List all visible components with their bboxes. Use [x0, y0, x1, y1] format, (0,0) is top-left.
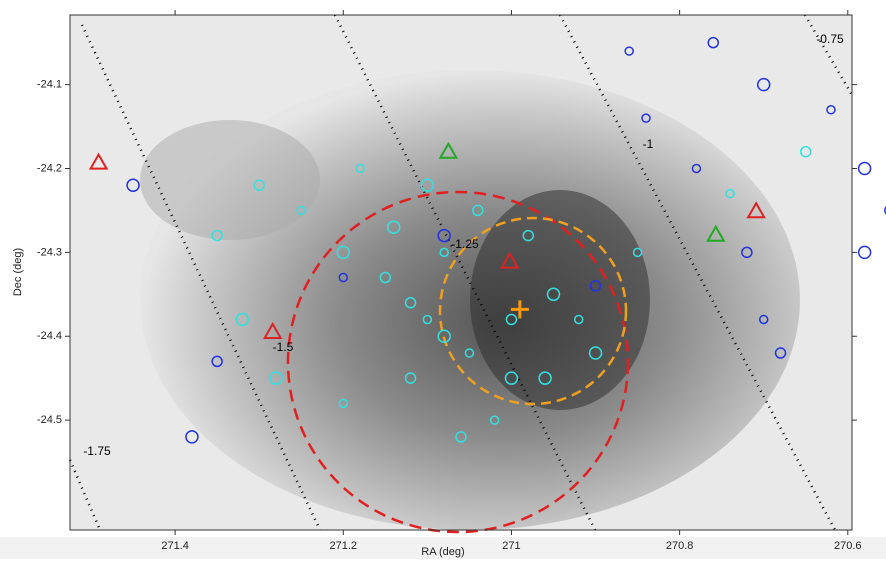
y-tick-label: -24.3: [37, 246, 62, 258]
contour-label: -1.25: [451, 237, 479, 251]
y-tick-label: -24.1: [37, 79, 62, 91]
y-axis-label: Dec (deg): [12, 248, 24, 296]
x-axis-label: RA (deg): [421, 546, 464, 558]
y-tick-label: -24.4: [37, 330, 62, 342]
contour-label: -1.5: [273, 340, 294, 354]
nebula-patch: [140, 120, 320, 240]
chart: RA (deg) Dec (deg) 271.4 271.2 271 270.8 270…: [0, 0, 886, 559]
x-tick-label: 270.6: [834, 540, 862, 552]
x-tick-label: 270.8: [666, 540, 694, 552]
y-tick-label: -24.2: [37, 162, 62, 174]
point: [859, 246, 871, 258]
contour-label: -1: [643, 137, 654, 151]
x-tick-label: 271: [502, 540, 520, 552]
y-tick-label: -24.5: [37, 414, 62, 426]
contour-label: -0.75: [816, 32, 844, 46]
x-tick-label: 271.2: [330, 540, 358, 552]
x-tick-label: 271.4: [161, 540, 189, 552]
point: [859, 162, 871, 174]
contour-label: -1.75: [83, 444, 111, 458]
